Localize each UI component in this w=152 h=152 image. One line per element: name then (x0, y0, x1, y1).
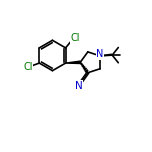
Text: N: N (96, 49, 104, 59)
Text: Cl: Cl (23, 62, 33, 72)
Text: Cl: Cl (71, 33, 80, 43)
Text: N: N (75, 81, 82, 91)
Polygon shape (66, 61, 80, 64)
Text: N: N (74, 81, 81, 91)
